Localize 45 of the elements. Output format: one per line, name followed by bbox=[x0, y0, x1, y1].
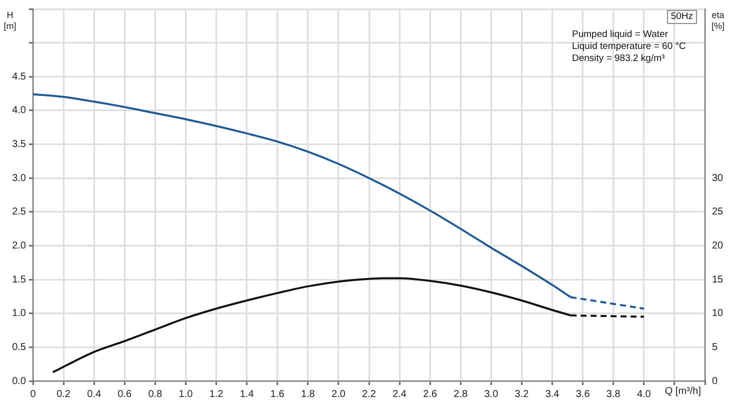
x-tick-label: 2.6 bbox=[423, 388, 438, 400]
x-tick-label: 0 bbox=[30, 388, 36, 400]
y-tick-label: 2.5 bbox=[12, 206, 26, 218]
y-tick-label: 0.5 bbox=[12, 342, 26, 353]
x-tick-label: 3.4 bbox=[545, 388, 560, 400]
x-tick-label: 1.8 bbox=[300, 388, 316, 400]
y2-tick-label: 25 bbox=[712, 206, 724, 218]
x-tick-label: 1.6 bbox=[270, 388, 285, 400]
y-tick-label: 4.5 bbox=[12, 71, 26, 82]
y2-tick-label: 30 bbox=[712, 172, 724, 184]
x-tick-label: 3.0 bbox=[484, 388, 499, 400]
x-tick-label: 0.2 bbox=[56, 388, 71, 400]
y-tick-label: 4.0 bbox=[12, 105, 26, 116]
x-tick-label: 0.8 bbox=[148, 388, 163, 400]
y-tick-label: 2.0 bbox=[12, 240, 26, 252]
y2-axis-title: eta [%] bbox=[710, 10, 726, 32]
x-tick-label: 3.6 bbox=[576, 388, 590, 400]
y-axis-title: H [m] bbox=[2, 10, 18, 32]
y2-tick-label: 0 bbox=[712, 376, 718, 387]
x-tick-label: 1.4 bbox=[240, 388, 254, 400]
x-axis-title: Q [m³/h] bbox=[664, 386, 702, 397]
x-tick-label: 2.4 bbox=[392, 388, 407, 400]
x-tick-label: 4.0 bbox=[636, 388, 652, 400]
y2-tick-label: 10 bbox=[712, 308, 724, 320]
y-tick-label: 3.0 bbox=[12, 172, 26, 184]
x-tick-label: 2.0 bbox=[332, 388, 346, 400]
y2-tick-label: 15 bbox=[712, 274, 724, 286]
annotation: Density = 983.2 kg/m³ bbox=[572, 53, 665, 65]
x-tick-label: 3.8 bbox=[606, 388, 621, 400]
x-tick-label: 0.6 bbox=[118, 388, 132, 400]
x-tick-label: 2.2 bbox=[362, 388, 376, 400]
y-tick-label: 1.0 bbox=[12, 308, 26, 320]
x-tick-label: 2.8 bbox=[454, 388, 468, 400]
x-tick-label: 1.2 bbox=[209, 388, 224, 400]
y2-tick-label: 20 bbox=[712, 240, 724, 252]
annotation: 50Hz bbox=[666, 10, 697, 24]
annotation: Pumped liquid = Water bbox=[572, 29, 668, 41]
y-tick-label: 1.5 bbox=[12, 274, 26, 286]
y2-tick-label: 5 bbox=[712, 342, 718, 353]
x-tick-label: 0.4 bbox=[87, 388, 102, 400]
annotation: Liquid temperature = 60 °C bbox=[572, 41, 686, 53]
x-tick-label: 3.2 bbox=[514, 388, 530, 400]
x-tick-label: 1.0 bbox=[178, 388, 194, 400]
y-tick-label: 3.5 bbox=[12, 139, 26, 150]
y-tick-label: 0.0 bbox=[12, 376, 26, 387]
